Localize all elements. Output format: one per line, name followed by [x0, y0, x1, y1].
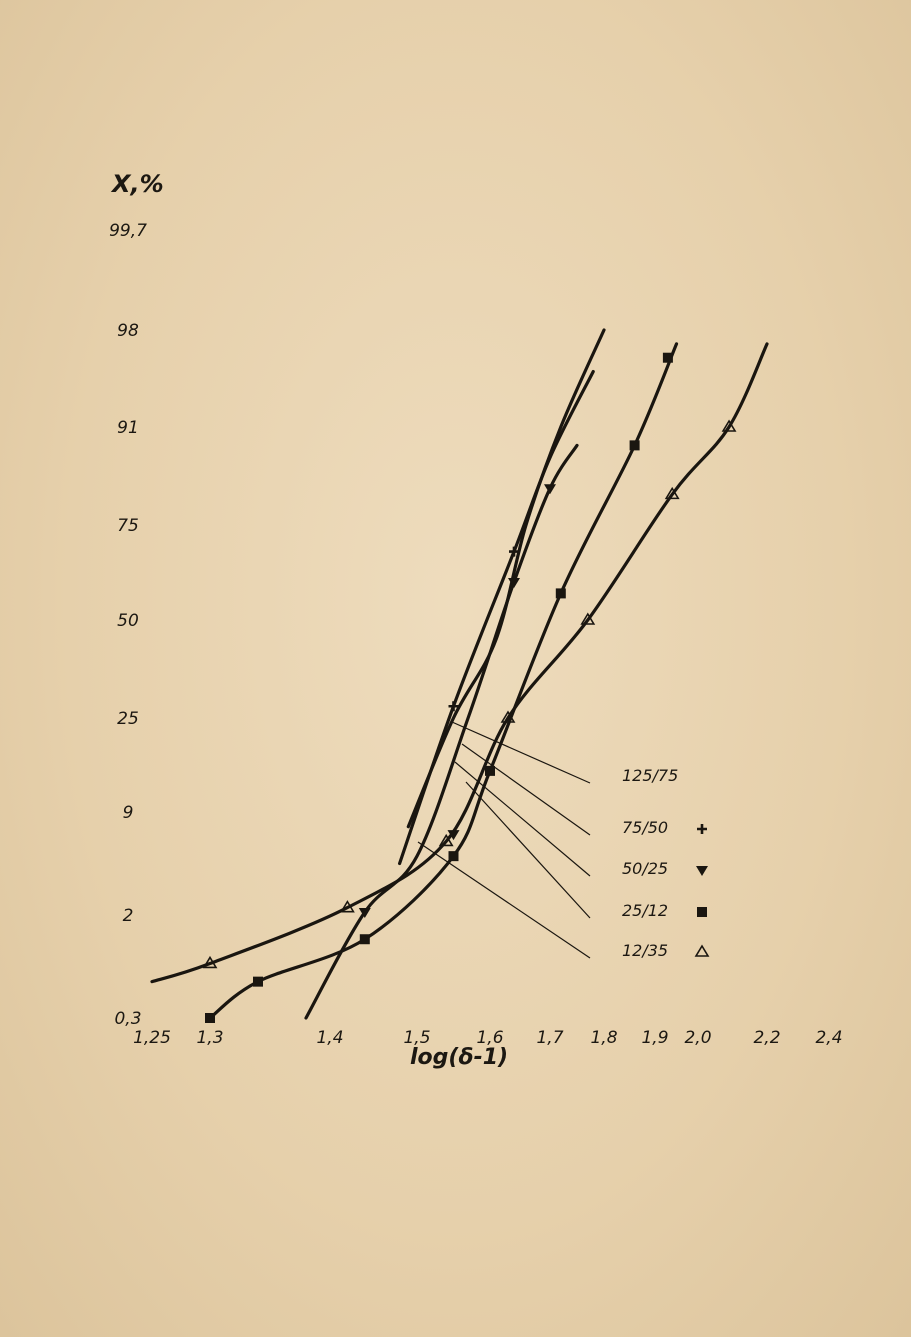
legend: 125/75 75/50 50/25 25/12 12/35	[622, 766, 710, 960]
y-tick-label: 91	[117, 418, 139, 438]
data-point-25-12	[359, 934, 370, 945]
legend-label-75-50: 75/50	[622, 818, 668, 837]
data-point-25-12	[253, 976, 263, 987]
data-point-25-12	[448, 851, 459, 862]
legend-marker-75-50	[697, 824, 707, 834]
x-axis-ticks: 1,25 1,3 1,4 1,5 1,6 1,7 1,8 1,9 2,0 2,2 2,4	[133, 1028, 842, 1048]
x-tick-label: 1,7	[536, 1028, 563, 1048]
legend-marker-25-12	[697, 907, 707, 917]
data-point-12-35	[438, 833, 454, 847]
legend-label-125-75: 125/75	[622, 766, 678, 785]
x-tick-label: 1,6	[476, 1028, 503, 1048]
y-tick-label: 98	[117, 321, 139, 341]
series-curves	[150, 328, 769, 1020]
data-point-50-25	[508, 578, 520, 588]
y-tick-label: 99,7	[109, 221, 147, 241]
data-markers	[202, 352, 737, 1023]
data-point-25-12	[662, 352, 673, 363]
x-tick-label: 1,8	[590, 1028, 617, 1048]
legend-label-50-25: 50/25	[622, 859, 668, 878]
data-point-12-35	[202, 955, 218, 969]
legend-label-25-12: 25/12	[622, 901, 668, 920]
x-tick-label: 1,9	[641, 1028, 668, 1048]
data-point-75-50	[509, 546, 519, 557]
legend-leader-50-25	[454, 761, 591, 877]
series-curve-75-50	[398, 370, 595, 866]
data-point-50-25	[544, 484, 556, 495]
series-curve-50-25	[304, 443, 579, 1020]
data-point-12-35	[664, 486, 680, 500]
series-curve-12-35	[150, 342, 769, 984]
y-tick-label: 25	[117, 709, 139, 729]
x-tick-label: 2,0	[684, 1028, 711, 1048]
y-tick-label: 50	[117, 611, 139, 631]
y-tick-label: 2	[123, 906, 134, 926]
x-axis-title: log(δ-1)	[410, 1045, 508, 1070]
legend-marker-50-25	[696, 866, 708, 876]
data-point-12-35	[721, 419, 737, 432]
series-curve-125-75	[406, 328, 606, 829]
x-tick-label: 1,25	[133, 1028, 171, 1048]
legend-leader-lines	[417, 721, 591, 959]
x-tick-label: 2,2	[753, 1028, 780, 1048]
data-point-25-12	[629, 440, 640, 451]
data-point-25-12	[555, 588, 566, 599]
legend-label-12-35: 12/35	[622, 941, 668, 960]
y-tick-label: 75	[117, 516, 139, 536]
y-tick-label: 0,3	[114, 1009, 141, 1029]
legend-leader-12-35	[417, 841, 591, 959]
legend-leader-75-50	[461, 743, 591, 836]
data-point-25-12	[205, 1013, 215, 1023]
series-curve-25-12	[208, 342, 679, 1020]
data-point-12-35	[339, 900, 355, 913]
legend-leader-25-12	[465, 781, 591, 919]
data-point-75-50	[448, 701, 459, 712]
y-tick-label: 9	[123, 803, 134, 823]
x-tick-label: 1,4	[316, 1028, 343, 1048]
data-point-12-35	[580, 612, 596, 625]
y-axis-title: X,%	[110, 170, 164, 198]
y-axis-ticks: 99,7 98 91 75 50 25 9 2 0,3	[109, 221, 147, 1029]
legend-marker-12-35	[694, 944, 710, 957]
data-point-25-12	[485, 765, 495, 776]
data-point-50-25	[358, 908, 371, 919]
data-point-50-25	[447, 830, 460, 841]
x-tick-label: 1,3	[196, 1028, 223, 1048]
data-point-12-35	[500, 710, 516, 723]
x-tick-label: 2,4	[815, 1028, 842, 1048]
legend-leader-125-75	[451, 721, 591, 784]
x-tick-label: 1,5	[403, 1028, 430, 1048]
